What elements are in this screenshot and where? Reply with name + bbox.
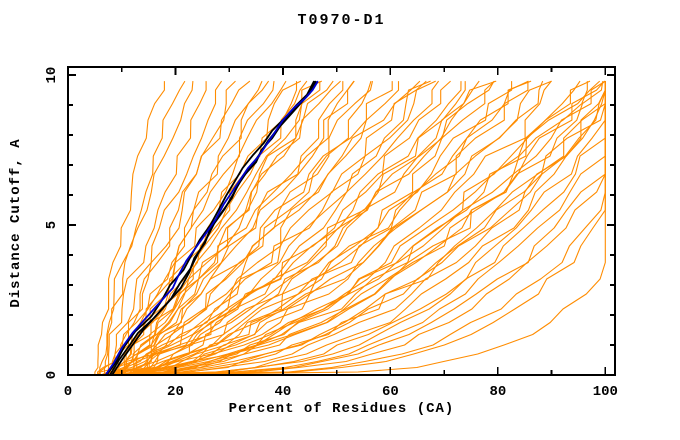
model-curve [118,80,591,376]
x-axis-label: Percent of Residues (CA) [228,401,455,417]
model-curve [102,81,393,376]
model-curve [124,80,436,376]
plot-border [67,66,616,376]
model-curve [113,80,421,376]
model-curve [132,81,513,376]
model-curve [120,81,606,376]
model-curve [110,80,341,375]
highlight-blue-model [104,80,319,376]
model-curve [101,81,207,376]
model-curve [121,81,604,376]
model-curve [97,80,186,376]
model-curve [120,80,287,375]
model-curve [104,80,427,376]
model-curve [129,81,466,376]
model-curve [125,81,606,376]
y-tick-label: 0 [44,371,60,379]
model-curve [110,81,462,376]
y-tick-labels: 0 5 10 [44,67,60,380]
model-curve [110,81,606,376]
y-tick-label: 10 [44,67,60,84]
y-tick-label: 5 [44,221,60,229]
highlight-black-model-3 [111,80,317,376]
highlight-black-model-2 [105,80,315,376]
model-curve [127,81,606,376]
model-curve [104,81,606,376]
model-curve [118,80,431,376]
model-curve [94,81,165,375]
model-curve [116,80,480,376]
x-tick-labels: 0 20 40 60 80 100 [64,384,618,400]
model-curve [116,81,606,376]
model-curve [106,80,606,376]
axis-ticks [67,67,615,376]
model-curve [132,81,606,376]
x-tick-label: 40 [275,384,292,400]
model-curve [108,81,529,376]
x-tick-label: 100 [593,384,618,400]
model-curve [102,80,270,376]
model-curve [129,80,440,376]
x-tick-label: 60 [382,384,399,400]
model-curve [116,80,606,376]
model-curve [105,80,451,376]
model-curve [102,80,532,376]
model-curve [110,80,601,376]
x-tick-label: 80 [489,384,506,400]
model-curve [124,81,606,376]
model-curve [101,80,495,376]
model-curve [113,81,606,376]
model-curve [98,81,194,375]
chart-title: T0970-D1 [297,12,386,29]
x-tick-label: 0 [64,384,72,400]
server-model-curves [94,80,606,376]
highlight-model-curves [104,80,319,376]
x-tick-label: 20 [167,384,184,400]
model-curve [121,81,606,376]
